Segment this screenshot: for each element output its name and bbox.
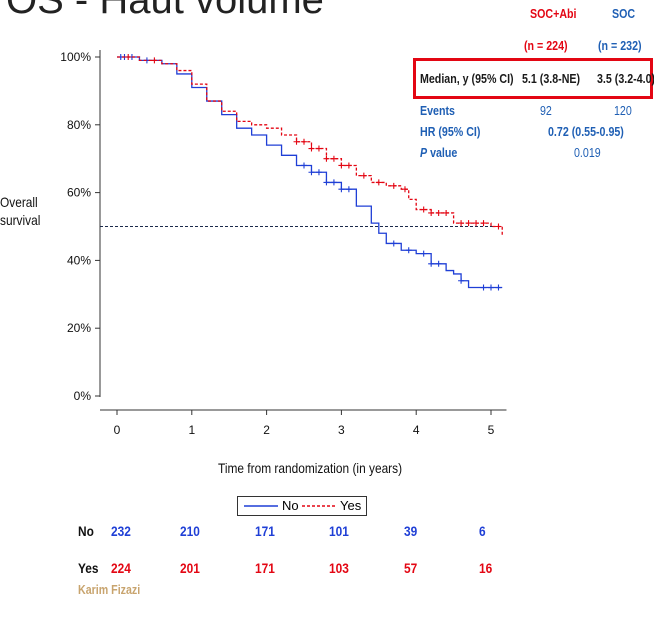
censor-mark-yes (473, 220, 480, 227)
row-label-median: Median, y (95% CI) (420, 71, 514, 86)
legend: No Yes (237, 496, 367, 516)
risk-label-yes: Yes (78, 560, 99, 576)
legend-label-yes: Yes (340, 498, 362, 513)
x-tick-label: 5 (488, 423, 495, 437)
censor-mark-no (435, 260, 442, 267)
censor-mark-yes (428, 209, 435, 216)
y-tick-label: 0% (74, 389, 92, 403)
pvalue: 0.019 (574, 145, 601, 160)
risk-label-no: No (78, 523, 94, 539)
events-soc: 120 (614, 103, 632, 118)
censor-mark-no (301, 162, 307, 169)
arm-n-soc-abi: (n = 224) (524, 38, 568, 53)
censor-mark-no (323, 179, 330, 186)
censor-mark-yes (323, 155, 330, 162)
risk-count-no: 171 (254, 523, 275, 539)
risk-count-yes: 57 (404, 560, 418, 576)
p-italic: P (420, 145, 428, 160)
censor-mark-yes (390, 182, 397, 189)
p-rest: value (427, 145, 458, 160)
risk-count-yes: 224 (111, 560, 131, 576)
censor-mark-yes (125, 54, 132, 60)
censor-mark-yes (435, 209, 442, 216)
censor-mark-yes (338, 162, 345, 169)
y-tick-label: 60% (67, 186, 91, 200)
censor-mark-yes (375, 179, 382, 186)
risk-count-yes: 103 (329, 560, 350, 576)
y-tick-label: 40% (67, 253, 91, 267)
censor-mark-yes (330, 155, 337, 162)
x-tick-label: 0 (114, 423, 121, 437)
censor-mark-yes (495, 223, 502, 230)
censor-mark-no (330, 179, 337, 186)
censor-mark-no (338, 186, 345, 193)
x-axis-label: Time from randomization (in years) (218, 460, 403, 476)
censor-mark-no (345, 186, 352, 193)
censor-mark-no (308, 169, 315, 176)
censor-mark-yes (401, 186, 408, 193)
risk-count-no: 39 (404, 523, 418, 539)
risk-count-yes: 171 (254, 560, 275, 576)
y-tick-label: 100% (60, 50, 91, 64)
risk-count-yes: 16 (479, 560, 493, 576)
censor-mark-no (458, 277, 465, 284)
legend-swatches (244, 505, 336, 507)
risk-count-no: 210 (179, 523, 200, 539)
censor-mark-no (405, 247, 412, 254)
slide-title: OS - Haut volume (6, 0, 324, 22)
censor-mark-yes (465, 220, 472, 227)
censor-mark-no (428, 260, 435, 267)
censor-mark-yes (293, 138, 300, 145)
censor-mark-no (390, 240, 397, 247)
x-tick-label: 2 (263, 423, 270, 437)
y-tick-label: 20% (67, 321, 91, 335)
km-curve-yes (117, 56, 503, 237)
censor-mark-no (420, 250, 427, 257)
km-chart: 0% 20% 40% 60% 80% 100% 0 1 2 3 4 5 (60, 50, 507, 437)
row-label-pvalue: P value (420, 145, 457, 160)
censor-mark-yes (308, 145, 315, 152)
arm-header-soc: SOC (612, 6, 636, 21)
y-tick-label: 80% (67, 118, 91, 132)
row-label-hr: HR (95% CI) (420, 124, 481, 139)
presenter-credit: Karim Fizazi (78, 582, 141, 597)
censor-mark-yes (458, 220, 465, 227)
hr-value: 0.72 (0.55-0.95) (548, 124, 624, 139)
arm-header-soc-abi: SOC+Abi (530, 6, 577, 21)
censor-mark-no (495, 284, 502, 291)
censor-mark-no (315, 169, 322, 176)
censor-mark-yes (443, 209, 450, 216)
censor-mark-no (480, 284, 487, 291)
arm-n-soc: (n = 232) (598, 38, 642, 53)
risk-count-no: 101 (329, 523, 350, 539)
median-soc: 3.5 (3.2-4.0) (597, 71, 654, 86)
censor-mark-yes (360, 172, 367, 179)
events-soc-abi: 92 (540, 103, 552, 118)
censor-mark-yes (345, 162, 352, 169)
x-tick-label: 3 (338, 423, 345, 437)
risk-count-no: 6 (479, 523, 486, 539)
row-label-events: Events (420, 103, 455, 118)
censor-mark-yes (315, 145, 322, 152)
censor-mark-yes (151, 57, 158, 64)
risk-count-yes: 201 (179, 560, 200, 576)
censor-mark-yes (420, 206, 427, 213)
median-soc-abi: 5.1 (3.8-NE) (522, 71, 581, 86)
censor-mark-yes (301, 138, 307, 145)
risk-count-no: 232 (111, 523, 131, 539)
censor-mark-no (488, 284, 494, 291)
x-tick-label: 4 (413, 423, 420, 437)
median-highlight-box (413, 58, 653, 99)
y-axis-label: Overall survival (0, 194, 41, 228)
x-tick-label: 1 (188, 423, 195, 437)
legend-label-no: No (282, 498, 299, 513)
censor-mark-yes (480, 220, 487, 227)
